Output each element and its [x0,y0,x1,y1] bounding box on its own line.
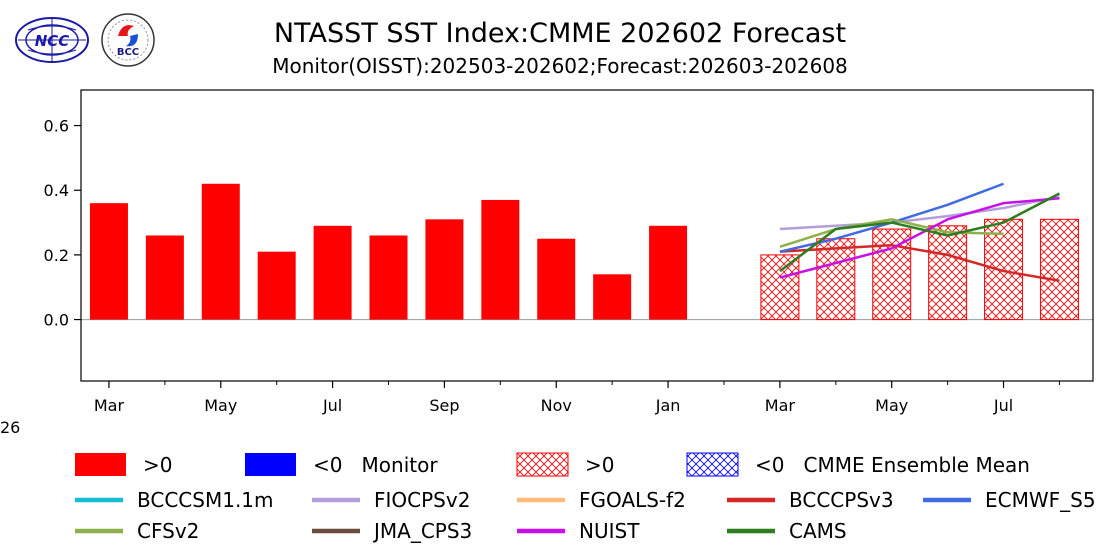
monitor-bar [313,225,352,320]
series-line-cams [779,192,1061,273]
monitor-bar [481,199,520,320]
chart-title: NTASST SST Index:CMME 202602 Forecast [274,18,846,49]
monitor-bar [145,235,184,320]
x-tick-label: Sep [429,396,459,415]
legend-label: <0 Monitor [313,453,438,477]
legend: >0 <0 Monitor >0 <0 CMME Ensemble Mean BCCCS… [75,452,1096,543]
legend-label: <0 CMME Ensemble Mean [755,453,1030,477]
monitor-bar [649,225,688,320]
monitor-bar [89,203,128,320]
legend-series-label: NUIST [579,519,640,543]
bcc-logo-text: BCC [117,47,139,58]
x-tick-label: May [204,396,237,415]
x-tick-label: Jan [655,396,681,415]
series-line-fiocpsv2 [779,195,1060,231]
ensemble-mean-bar [928,225,968,321]
ncc-logo-text: NCC [35,32,70,50]
axes-frame [80,89,1094,382]
bcc-logo: BCC [101,13,155,67]
legend-series-label: JMA_CPS3 [372,519,472,543]
legend-label: >0 [143,453,172,477]
ncc-logo: NCC [15,17,89,63]
legend-label: >0 [585,453,614,477]
y-tick-label: 0.6 [44,117,69,136]
x-tick-label: Mar [94,396,125,415]
legend-series-label: CAMS [789,519,847,543]
x-tick-label: Nov [541,396,572,415]
monitor-bar [425,219,464,320]
legend-series-label: ECMWF_S5 [985,488,1096,512]
legend-swatch-monitor-negative [245,453,296,476]
ensemble-mean-bar [1039,218,1079,321]
legend-series-label: FIOCPSv2 [374,488,470,512]
legend-series-label: BCCCPSv3 [789,488,894,512]
ensemble-mean-bar [984,218,1024,321]
plot-area: 0.0 0.2 0.4 0.6 Mar May Jul Sep Nov Jan Mar May Jul 2… [0,89,1094,437]
x-tick-label: Jul [993,396,1013,415]
series-line-bcccpsv3 [779,243,1060,282]
series-line-nuist [779,197,1060,279]
legend-series-label: CFSv2 [137,519,199,543]
legend-swatch-monitor-positive [75,453,126,476]
ensemble-mean-bar [816,238,856,321]
monitor-bar [537,238,576,320]
legend-swatch-ensemble-negative [686,452,739,477]
y-tick-label: 0.4 [44,181,69,200]
monitor-bar [257,251,296,320]
y-tick-label: 0.0 [44,311,69,330]
y-tick-label: 0.2 [44,246,69,265]
x-tick-label: Mar [765,396,796,415]
x-tick-label: Jul [322,396,342,415]
ensemble-mean-bar [760,254,800,321]
series-line-cfsv2 [779,218,1004,249]
x-year-label: 2026 [0,418,20,437]
monitor-bar [369,235,408,320]
x-tick-label: May [875,396,908,415]
legend-series-label: FGOALS-f2 [579,488,686,512]
monitor-bar [593,274,632,320]
legend-series-label: BCCCSM1.1m [137,488,274,512]
monitor-bar [201,183,240,320]
legend-swatch-ensemble-positive [516,452,569,477]
chart-subtitle: Monitor(OISST):202503-202602;Forecast:20… [272,54,848,78]
